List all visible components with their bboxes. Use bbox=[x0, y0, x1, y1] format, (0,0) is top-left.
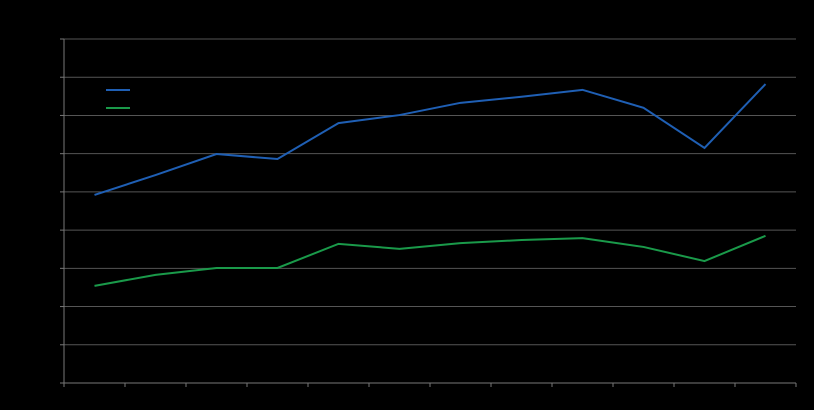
series-line bbox=[94, 234, 766, 287]
y-tick-label: 7 bbox=[49, 108, 56, 122]
y-tick-label: 5 bbox=[49, 184, 56, 198]
series-line bbox=[94, 83, 767, 196]
y-tick-label: 4 bbox=[49, 222, 56, 236]
y-tick-label: 9 bbox=[49, 31, 56, 45]
y-tick-label: 2 bbox=[49, 299, 56, 313]
y-tick-label: 6 bbox=[49, 146, 56, 160]
y-tick-label: 1 bbox=[49, 337, 56, 351]
y-tick-label: 3 bbox=[49, 261, 56, 275]
y-tick-label: 8 bbox=[49, 69, 56, 83]
y-tick-label: 0 bbox=[49, 375, 56, 389]
